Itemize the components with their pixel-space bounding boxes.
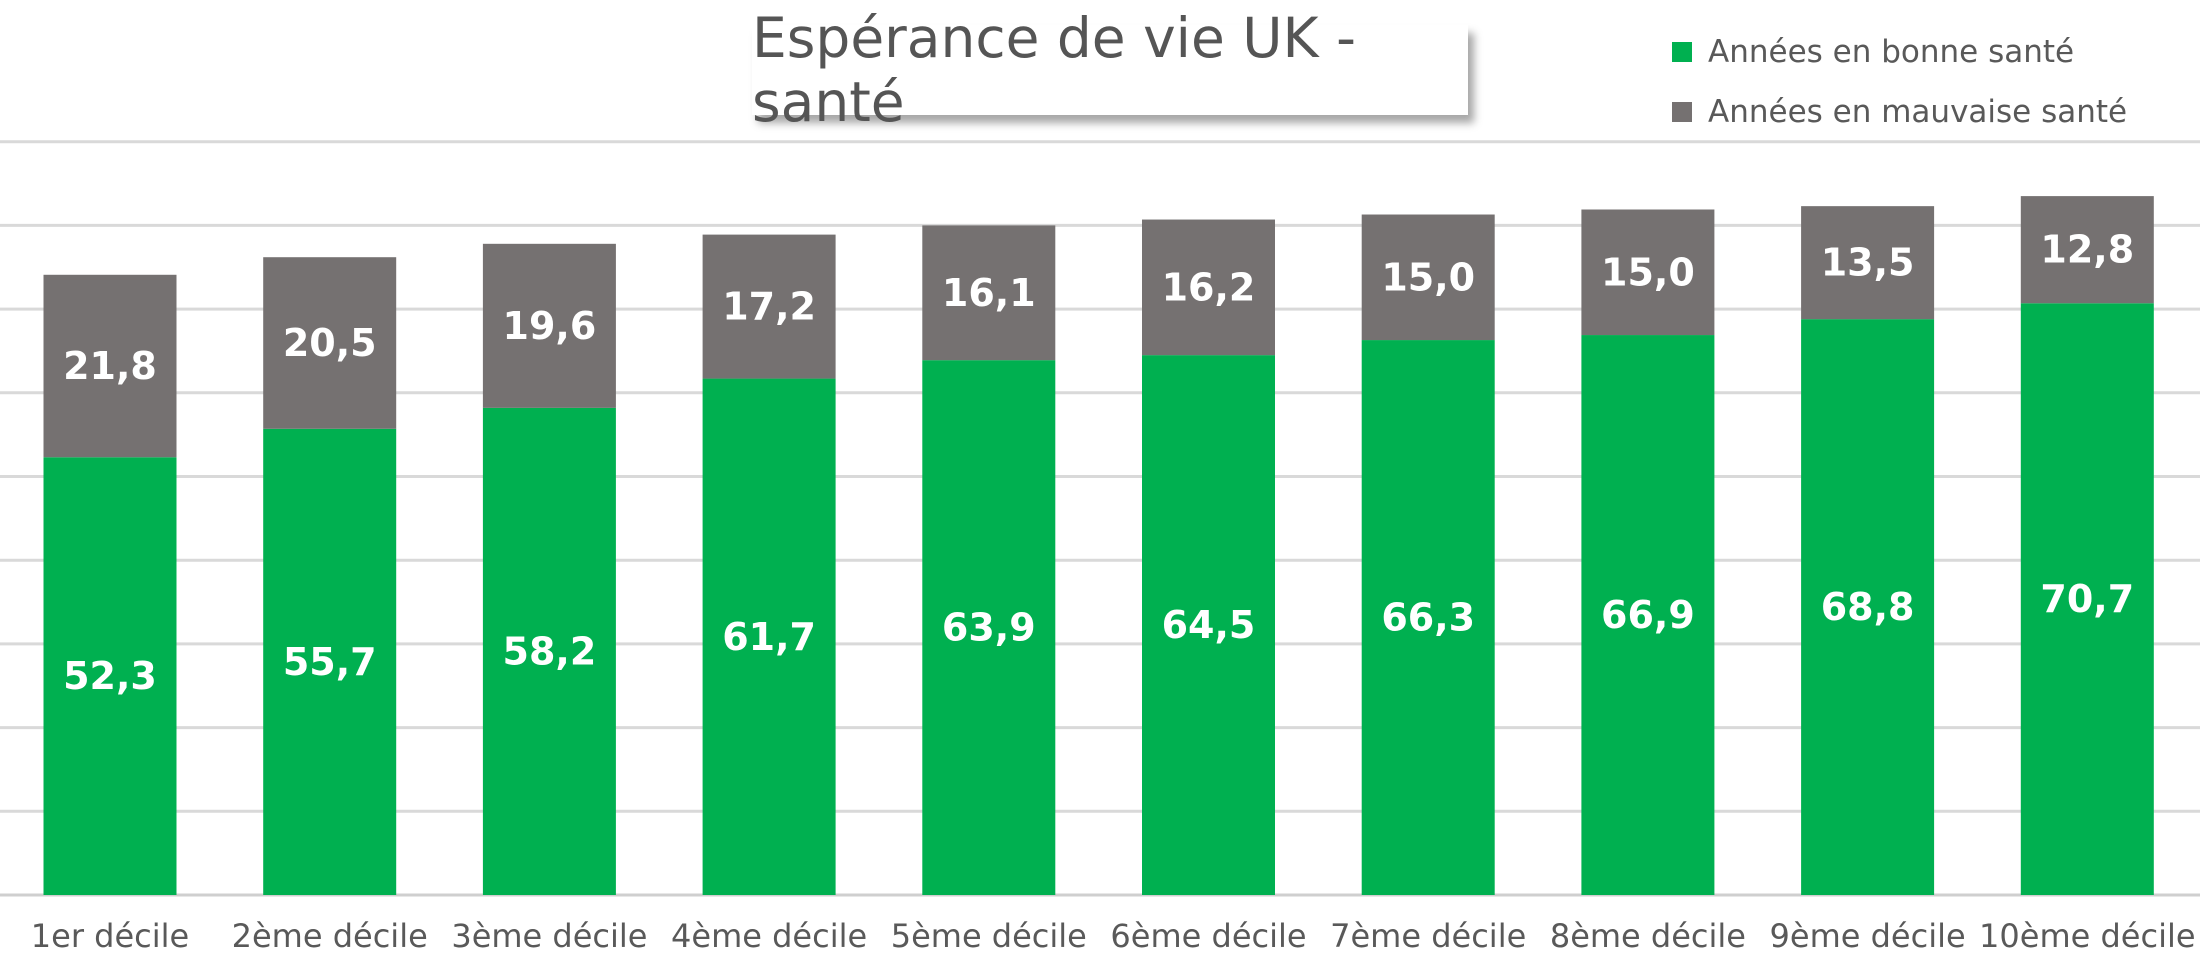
data-label-poor-health: 12,8 bbox=[2040, 228, 2134, 272]
bar-good-health bbox=[1581, 335, 1715, 895]
bar-good-health bbox=[1361, 340, 1495, 896]
bar-good-health bbox=[1142, 355, 1275, 895]
data-label-poor-health: 16,2 bbox=[1162, 265, 1256, 309]
bar-poor-health bbox=[2020, 196, 2154, 304]
bar-good-health bbox=[1801, 319, 1935, 895]
x-tick-label: 6ème décile bbox=[1110, 917, 1306, 955]
legend-swatch-poor-health bbox=[1672, 102, 1692, 122]
x-tick-label: 2ème décile bbox=[232, 917, 428, 955]
bar-poor-health bbox=[702, 234, 836, 379]
bar-poor-health bbox=[1581, 209, 1715, 336]
data-label-poor-health: 15,0 bbox=[1601, 250, 1695, 294]
bar-good-health bbox=[2020, 303, 2154, 896]
data-label-good-health: 63,9 bbox=[942, 606, 1036, 650]
data-label-good-health: 58,2 bbox=[503, 629, 597, 673]
x-tick-label: 8ème décile bbox=[1550, 917, 1746, 955]
data-label-good-health: 52,3 bbox=[63, 654, 157, 698]
bar-poor-health bbox=[482, 243, 616, 408]
x-tick-labels: 1er décile 2ème décile 3ème décile 4ème déc… bbox=[31, 917, 2196, 955]
x-tick-label: 3ème décile bbox=[451, 917, 647, 955]
bar-good-health bbox=[263, 428, 397, 895]
legend-item-poor-health: Années en mauvaise santé bbox=[1672, 82, 2127, 142]
data-label-good-health: 66,3 bbox=[1381, 596, 1475, 640]
chart-title-box: Espérance de vie UK - santé bbox=[752, 6, 1468, 134]
data-label-poor-health: 16,1 bbox=[942, 271, 1036, 315]
data-label-good-health: 61,7 bbox=[722, 615, 816, 659]
bar-poor-health bbox=[43, 274, 177, 458]
x-tick-label: 1er décile bbox=[31, 917, 189, 955]
chart-title: Espérance de vie UK - santé bbox=[752, 6, 1356, 134]
data-label-poor-health: 13,5 bbox=[1821, 241, 1915, 285]
bar-good-health bbox=[702, 378, 836, 895]
x-tick-label: 4ème décile bbox=[671, 917, 867, 955]
bar-good-health bbox=[43, 457, 177, 895]
bars bbox=[43, 196, 2154, 896]
data-label-poor-health: 17,2 bbox=[722, 285, 816, 329]
data-label-good-health: 55,7 bbox=[283, 640, 377, 684]
data-label-poor-health: 15,0 bbox=[1381, 255, 1475, 299]
x-tick-label: 7ème décile bbox=[1330, 917, 1526, 955]
data-label-good-health: 66,9 bbox=[1601, 593, 1695, 637]
legend-label-poor-health: Années en mauvaise santé bbox=[1708, 94, 2128, 130]
bar-poor-health bbox=[922, 225, 1056, 361]
bar-poor-health bbox=[1801, 206, 1935, 320]
data-label-poor-health: 20,5 bbox=[283, 321, 377, 365]
legend-swatch-good-health bbox=[1672, 42, 1692, 62]
data-label-good-health: 68,8 bbox=[1821, 585, 1915, 629]
data-labels: 52,3 21,8 55,7 20,5 58,2 19,6 61,7 17,2 63,9 16,1… bbox=[63, 228, 2134, 698]
data-label-poor-health: 19,6 bbox=[503, 304, 597, 348]
x-tick-label: 5ème décile bbox=[891, 917, 1087, 955]
legend: Années en bonne santé Années en mauvaise… bbox=[1672, 22, 2127, 142]
data-label-good-health: 64,5 bbox=[1162, 603, 1256, 647]
bar-poor-health bbox=[263, 257, 397, 429]
data-label-poor-health: 21,8 bbox=[63, 344, 157, 388]
bar-poor-health bbox=[1142, 219, 1275, 356]
bar-good-health bbox=[482, 407, 616, 895]
legend-label-good-health: Années en bonne santé bbox=[1708, 34, 2075, 70]
data-label-good-health: 70,7 bbox=[2040, 577, 2134, 621]
x-tick-label: 9ème décile bbox=[1770, 917, 1966, 955]
x-tick-label: 10ème décile bbox=[1979, 917, 2196, 955]
legend-item-good-health: Années en bonne santé bbox=[1672, 22, 2127, 82]
bar-good-health bbox=[922, 360, 1056, 896]
bar-poor-health bbox=[1361, 214, 1495, 341]
